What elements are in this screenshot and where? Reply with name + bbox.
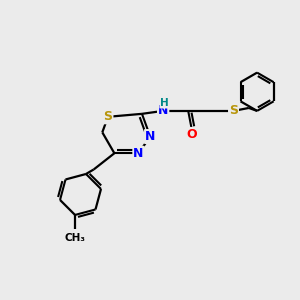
- Text: N: N: [158, 104, 168, 117]
- Text: H: H: [160, 98, 169, 108]
- Text: S: S: [229, 104, 238, 117]
- Text: CH₃: CH₃: [64, 233, 86, 243]
- Text: O: O: [186, 128, 197, 141]
- Text: S: S: [103, 110, 112, 123]
- Text: N: N: [133, 147, 144, 160]
- Text: N: N: [145, 130, 155, 143]
